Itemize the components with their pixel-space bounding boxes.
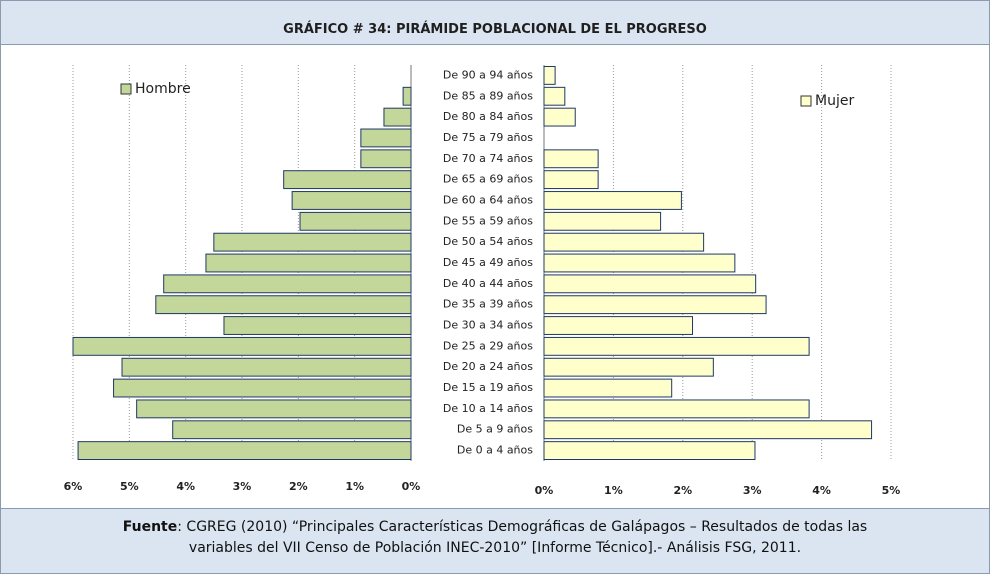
- bar: [402, 86, 412, 106]
- chart: 0% 1% 2% 3% 4% 5% 6% Hombre 0% 1% 2% 3% 4% 5% Mujer De …: [64, 65, 901, 497]
- category-label: De 75 a 79 años: [443, 131, 533, 144]
- bar: [291, 191, 412, 210]
- category-label: De 25 a 29 años: [443, 339, 533, 352]
- x-tick-label: 5%: [882, 484, 901, 497]
- footer-line: : CGREG (2010) “Principales Característi…: [177, 519, 868, 535]
- category-label: De 60 a 64 años: [443, 193, 533, 206]
- category-label: De 5 a 9 años: [457, 423, 533, 436]
- category-label: De 40 a 44 años: [443, 277, 533, 290]
- legend-swatch: [800, 95, 812, 107]
- x-tick-label: 4%: [812, 484, 831, 497]
- footer: Fuente: CGREG (2010) “Principales Caract…: [1, 508, 989, 573]
- bar: [283, 170, 412, 190]
- x-tick-label: 0%: [402, 480, 421, 493]
- bar: [155, 295, 412, 315]
- x-tick-label: 1%: [604, 484, 623, 497]
- footer-label: Fuente: [122, 519, 178, 535]
- category-label: De 30 a 34 años: [443, 319, 533, 332]
- bar: [543, 357, 714, 377]
- bar: [543, 149, 599, 169]
- x-tick-label: 6%: [64, 480, 83, 493]
- bar: [543, 420, 873, 440]
- x-tick-label: 1%: [345, 480, 364, 493]
- bar: [543, 66, 556, 85]
- category-label: De 20 a 24 años: [443, 360, 533, 373]
- bar: [121, 357, 412, 377]
- bar: [543, 253, 736, 273]
- category-label: De 50 a 54 años: [443, 235, 533, 248]
- bar: [383, 107, 412, 127]
- legend-label: Hombre: [135, 81, 191, 97]
- x-tick-label: 3%: [233, 480, 252, 493]
- bar: [299, 211, 412, 231]
- bar: [543, 170, 599, 190]
- bar: [543, 86, 566, 106]
- category-label: De 55 a 59 años: [443, 214, 533, 227]
- legend-swatch: [120, 83, 132, 95]
- bar: [543, 274, 757, 294]
- x-tick-label: 4%: [176, 480, 195, 493]
- bar: [543, 191, 682, 210]
- x-tick-label: 5%: [120, 480, 139, 493]
- bar: [360, 149, 412, 169]
- category-label: De 70 a 74 años: [443, 152, 533, 165]
- bar: [543, 107, 576, 127]
- category-label: De 85 a 89 años: [443, 89, 533, 102]
- bar: [543, 378, 673, 398]
- bar: [136, 399, 412, 419]
- category-label: De 10 a 14 años: [443, 402, 533, 415]
- chart-title: GRÁFICO # 34: PIRÁMIDE POBLACIONAL DE EL…: [1, 1, 989, 45]
- bar: [172, 420, 412, 440]
- category-label: De 15 a 19 años: [443, 381, 533, 394]
- bar: [360, 128, 412, 148]
- bar: [543, 316, 694, 335]
- bar: [113, 378, 412, 398]
- bar: [205, 253, 412, 273]
- bar: [543, 232, 705, 252]
- bar: [543, 336, 810, 356]
- bar: [223, 316, 412, 335]
- bar: [543, 211, 662, 231]
- category-label: De 45 a 49 años: [443, 256, 533, 269]
- x-tick-label: 0%: [535, 484, 554, 497]
- bar: [543, 399, 810, 419]
- bar: [72, 336, 412, 356]
- bar: [77, 441, 412, 461]
- x-tick-label: 2%: [289, 480, 308, 493]
- category-label: De 0 a 4 años: [457, 444, 533, 457]
- bar: [543, 441, 756, 461]
- x-tick-label: 2%: [673, 484, 692, 497]
- bar: [543, 295, 767, 315]
- footer-line: variables del VII Censo de Población INE…: [188, 540, 802, 556]
- category-label: De 65 a 69 años: [443, 173, 533, 186]
- legend-label: Mujer: [815, 93, 854, 109]
- bar: [213, 232, 412, 252]
- category-label: De 80 a 84 años: [443, 110, 533, 123]
- category-label: De 90 a 94 años: [443, 68, 533, 81]
- category-label: De 35 a 39 años: [443, 298, 533, 311]
- bar: [163, 274, 412, 294]
- x-tick-label: 3%: [743, 484, 762, 497]
